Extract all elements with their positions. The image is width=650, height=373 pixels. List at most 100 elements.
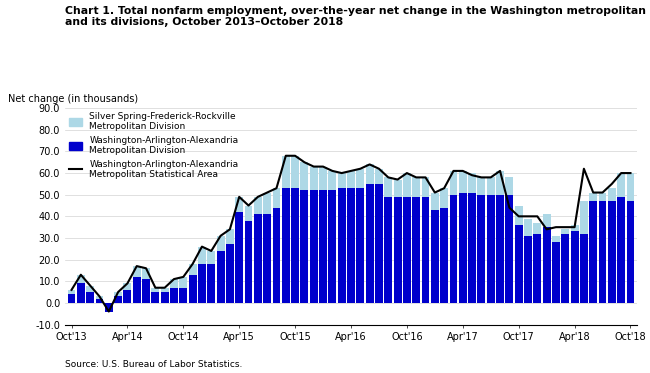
Bar: [487, 195, 495, 303]
Bar: [161, 288, 168, 292]
Bar: [366, 164, 374, 184]
Bar: [161, 292, 168, 303]
Bar: [198, 247, 206, 264]
Bar: [431, 192, 439, 210]
Bar: [328, 190, 336, 303]
Bar: [618, 173, 625, 197]
Bar: [96, 297, 103, 298]
Bar: [440, 208, 448, 303]
Bar: [366, 184, 374, 303]
Bar: [412, 197, 420, 303]
Bar: [338, 188, 346, 303]
Bar: [478, 178, 486, 195]
Bar: [179, 288, 187, 303]
Bar: [133, 266, 140, 277]
Bar: [170, 279, 178, 288]
Bar: [571, 232, 578, 303]
Bar: [524, 219, 532, 236]
Bar: [552, 236, 560, 242]
Bar: [133, 277, 140, 303]
Bar: [151, 288, 159, 292]
Bar: [450, 171, 458, 195]
Bar: [151, 292, 159, 303]
Bar: [496, 195, 504, 303]
Bar: [124, 290, 131, 303]
Bar: [216, 251, 224, 303]
Bar: [198, 264, 206, 303]
Bar: [450, 195, 458, 303]
Bar: [188, 275, 196, 303]
Bar: [263, 214, 271, 303]
Bar: [263, 192, 271, 214]
Bar: [310, 167, 318, 190]
Bar: [562, 229, 569, 233]
Bar: [235, 197, 243, 212]
Text: Chart 1. Total nonfarm employment, over-the-year net change in the Washington me: Chart 1. Total nonfarm employment, over-…: [65, 6, 650, 27]
Bar: [347, 171, 355, 188]
Bar: [440, 188, 448, 208]
Bar: [599, 201, 606, 303]
Bar: [524, 236, 532, 303]
Bar: [86, 292, 94, 303]
Bar: [506, 178, 514, 195]
Bar: [328, 171, 336, 190]
Bar: [114, 297, 122, 303]
Bar: [188, 264, 196, 275]
Bar: [515, 225, 523, 303]
Bar: [244, 206, 252, 221]
Bar: [543, 214, 551, 227]
Bar: [487, 178, 495, 195]
Bar: [543, 227, 551, 303]
Bar: [375, 184, 383, 303]
Bar: [300, 162, 308, 190]
Bar: [226, 229, 234, 244]
Bar: [590, 192, 597, 201]
Bar: [590, 201, 597, 303]
Bar: [618, 197, 625, 303]
Bar: [571, 225, 578, 232]
Bar: [105, 303, 112, 311]
Bar: [403, 197, 411, 303]
Bar: [431, 210, 439, 303]
Bar: [77, 283, 85, 303]
Bar: [580, 233, 588, 303]
Bar: [403, 173, 411, 197]
Bar: [459, 192, 467, 303]
Bar: [291, 156, 299, 188]
Bar: [375, 169, 383, 184]
Bar: [114, 292, 122, 297]
Legend: Silver Spring-Frederick-Rockville
Metropolitan Division, Washington-Arlington-Al: Silver Spring-Frederick-Rockville Metrop…: [65, 108, 242, 183]
Bar: [216, 236, 224, 251]
Bar: [272, 208, 280, 303]
Bar: [515, 206, 523, 225]
Bar: [179, 277, 187, 288]
Bar: [412, 178, 420, 197]
Bar: [384, 197, 392, 303]
Bar: [506, 195, 514, 303]
Bar: [562, 233, 569, 303]
Bar: [394, 197, 402, 303]
Bar: [478, 195, 486, 303]
Bar: [254, 214, 262, 303]
Bar: [272, 188, 280, 208]
Bar: [142, 279, 150, 303]
Bar: [68, 294, 75, 303]
Bar: [534, 233, 541, 303]
Bar: [347, 188, 355, 303]
Bar: [580, 201, 588, 233]
Bar: [496, 171, 504, 195]
Bar: [124, 283, 131, 290]
Bar: [300, 190, 308, 303]
Bar: [599, 192, 606, 201]
Bar: [534, 223, 541, 233]
Bar: [96, 298, 103, 303]
Bar: [422, 197, 430, 303]
Bar: [552, 242, 560, 303]
Bar: [142, 268, 150, 279]
Text: Source: U.S. Bureau of Labor Statistics.: Source: U.S. Bureau of Labor Statistics.: [65, 360, 242, 369]
Bar: [86, 286, 94, 292]
Bar: [356, 188, 364, 303]
Bar: [384, 178, 392, 197]
Bar: [608, 188, 616, 201]
Bar: [207, 251, 215, 264]
